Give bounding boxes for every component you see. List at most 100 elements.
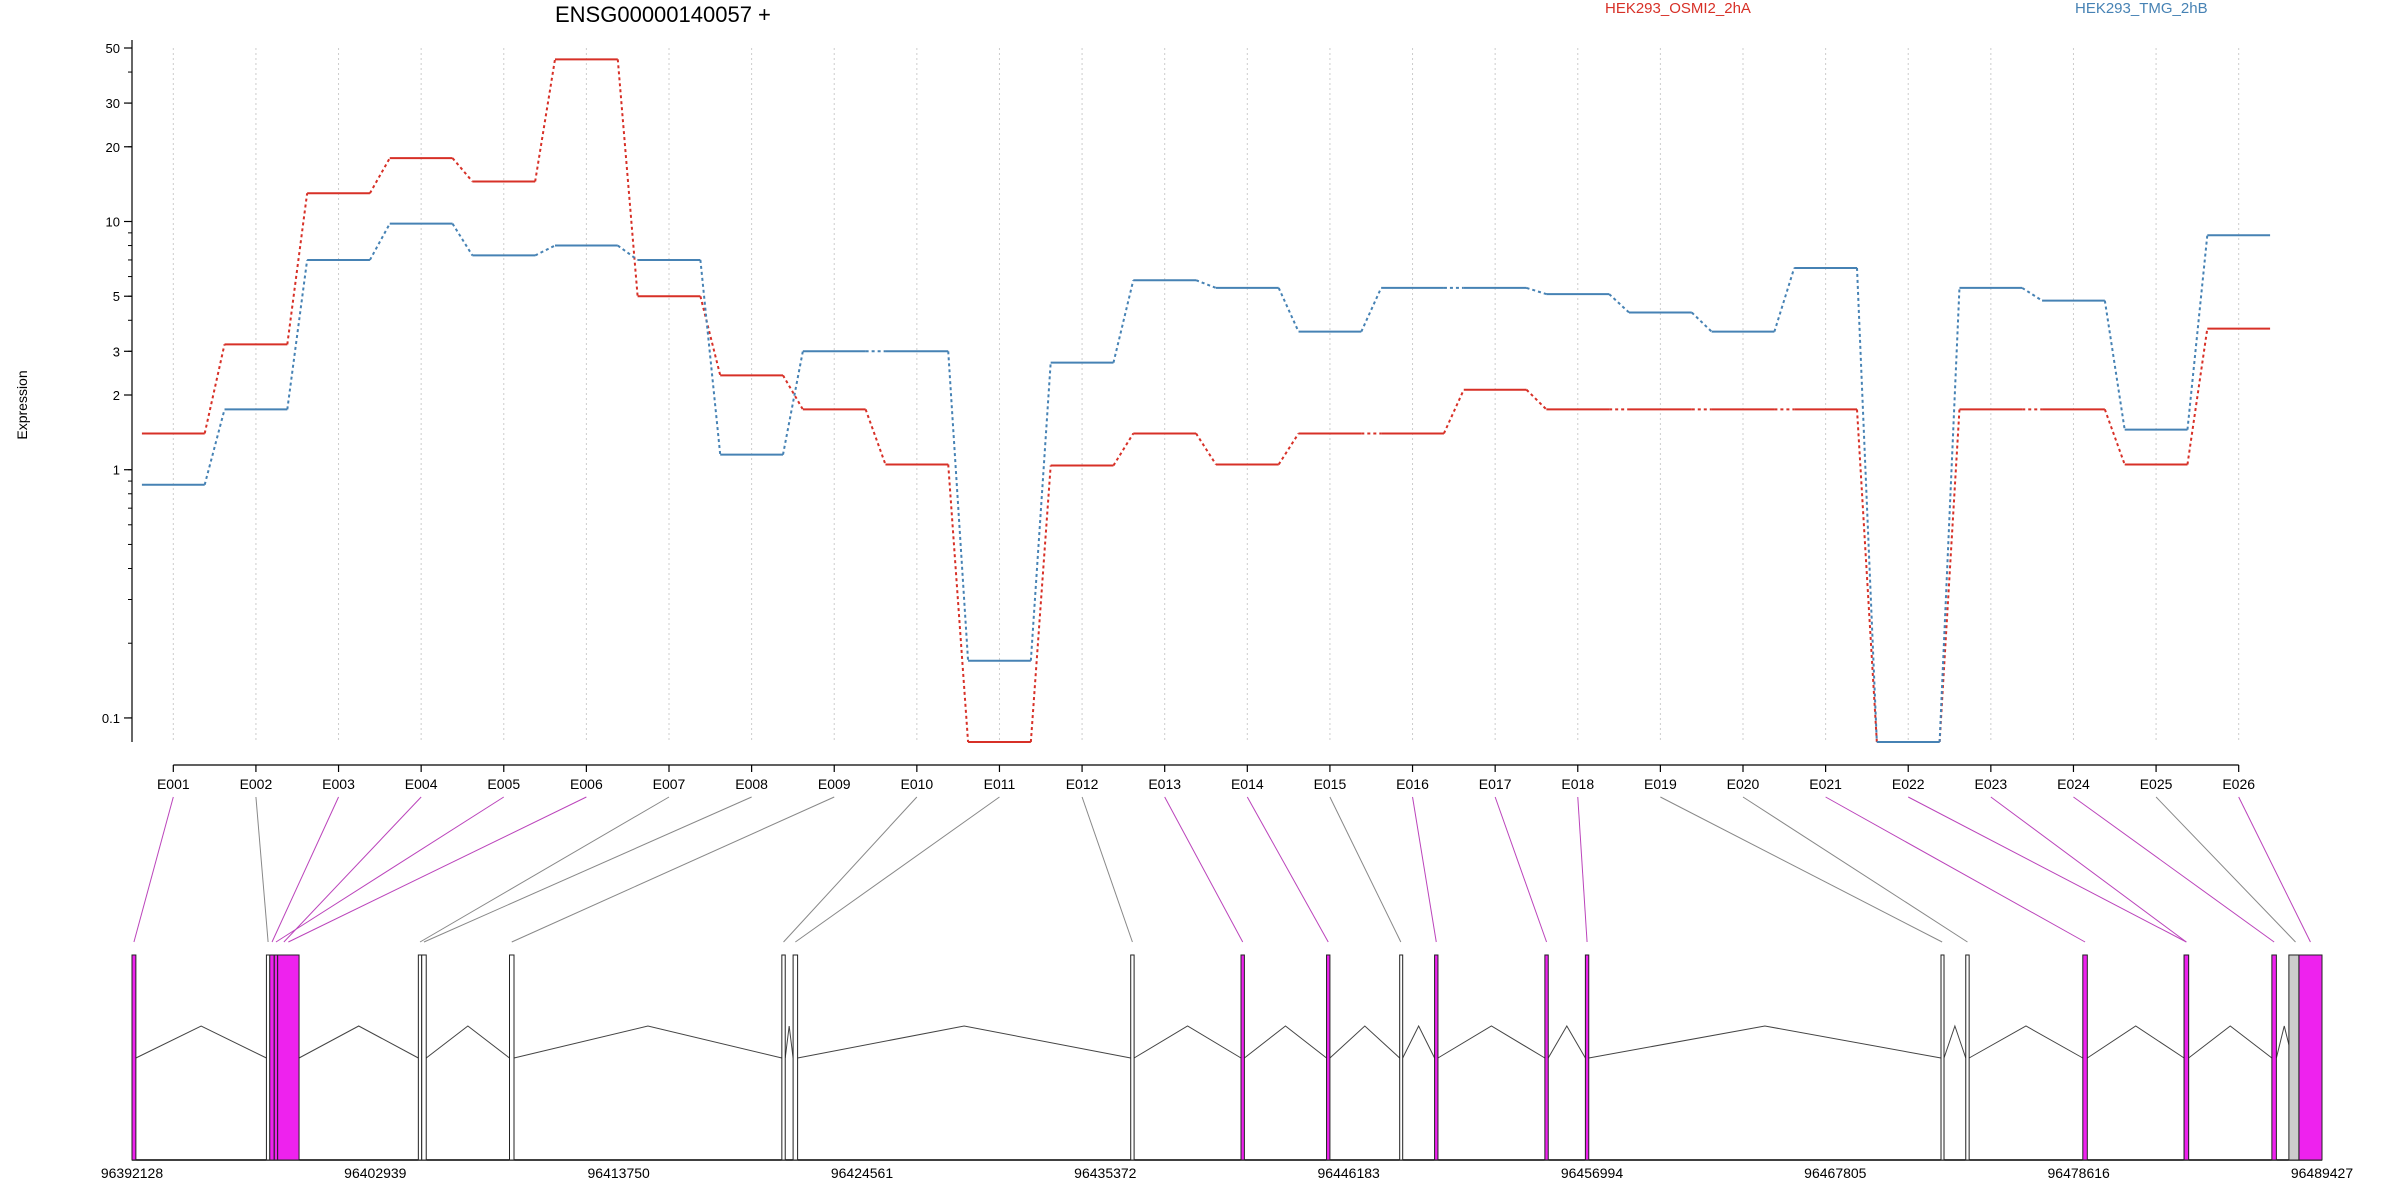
- transition-E013: [1195, 279, 1217, 289]
- x-tick-label-E009: E009: [818, 776, 851, 792]
- exon-box-E023: [2183, 954, 2190, 1161]
- x-tick-label-E014: E014: [1231, 776, 1264, 792]
- exon-box-E003: [269, 954, 275, 1161]
- transition-E008: [782, 374, 804, 410]
- exon-box-E009: [509, 954, 515, 1161]
- transition-E006: [617, 244, 639, 261]
- transition-E025: [2186, 328, 2209, 465]
- axes: 0.1 1 2 3 5 10 20 30 50 E001 E002 E003 E004 E005 E006 E…: [102, 40, 2255, 792]
- intron-line: [1968, 1025, 2084, 1059]
- y-tick-label: 5: [113, 289, 120, 304]
- series-layer: [141, 58, 2271, 743]
- transition-E002: [286, 259, 309, 410]
- exon-box-E002: [265, 954, 271, 1161]
- intron-line: [135, 1025, 267, 1059]
- transition-E019: [1691, 311, 1713, 333]
- intron-line: [1133, 1025, 1242, 1059]
- intron-line: [2087, 1025, 2185, 1059]
- connector-E016: [1412, 796, 1437, 943]
- exon-connector-lines: [133, 796, 2311, 943]
- exon-box-gray: [2288, 954, 2300, 1161]
- connector-E012: [1081, 796, 1133, 943]
- transition-E010: [947, 464, 970, 743]
- transition-E016: [1443, 389, 1465, 434]
- connector-E005: [275, 796, 505, 943]
- transition-E024: [2103, 409, 2126, 465]
- x-tick-label-E026: E026: [2222, 776, 2255, 792]
- x-tick-label-E013: E013: [1148, 776, 1181, 792]
- transition-E001: [203, 409, 226, 485]
- x-tick-label-E018: E018: [1561, 776, 1594, 792]
- transition-E009: [864, 409, 887, 465]
- transition-E004: [451, 157, 474, 183]
- legend-series-tmg: HEK293_TMG_2hB: [2075, 0, 2208, 17]
- connector-E013: [1164, 796, 1244, 943]
- genomic-coordinate-label: 96424561: [831, 1165, 894, 1181]
- connector-E017: [1494, 796, 1548, 943]
- exon-box-E020: [1965, 954, 1970, 1161]
- y-axis-label: Expression: [14, 370, 30, 439]
- connector-E015: [1329, 796, 1402, 943]
- transition-E012: [1112, 432, 1135, 467]
- exon-box-E019: [1940, 954, 1945, 1161]
- x-tick-label-E024: E024: [2057, 776, 2090, 792]
- legend-series-osmi2: HEK293_OSMI2_2hA: [1605, 0, 1751, 17]
- x-tick-label-E015: E015: [1314, 776, 1347, 792]
- y-tick-label: 10: [106, 215, 120, 230]
- intron-line: [1588, 1025, 1942, 1059]
- connector-E004: [283, 796, 422, 943]
- x-tick-label-E010: E010: [900, 776, 933, 792]
- transition-E003: [369, 157, 391, 194]
- y-tick-label: 0.1: [102, 711, 120, 726]
- transition-E006: [616, 59, 639, 297]
- intron-line: [784, 1025, 794, 1059]
- exon-box-E015: [1399, 954, 1404, 1161]
- transition-E022: [1938, 287, 1961, 743]
- intron-line: [2188, 1025, 2273, 1059]
- genomic-coordinate-label: 96435372: [1074, 1165, 1137, 1181]
- genomic-coordinate-label: 96456994: [1561, 1165, 1624, 1181]
- exon-box-E007: [417, 954, 423, 1161]
- intron-line: [425, 1025, 510, 1059]
- transition-E017: [1526, 286, 1547, 296]
- connector-E019: [1660, 796, 1943, 943]
- exon-box-E018: [1584, 954, 1590, 1161]
- transition-E020: [1773, 267, 1796, 332]
- x-tick-label-E012: E012: [1066, 776, 1099, 792]
- exon-box-E014: [1326, 954, 1331, 1161]
- transition-E007: [699, 259, 722, 455]
- connector-E025: [2155, 796, 2296, 943]
- genomic-coordinate-label: 96392128: [101, 1165, 164, 1181]
- genomic-coordinate-label: 96413750: [588, 1165, 651, 1181]
- genomic-coordinate-label: 96467805: [1804, 1165, 1867, 1181]
- transition-E010: [947, 351, 970, 661]
- connector-E008: [423, 796, 752, 943]
- y-tick-label: 50: [106, 41, 120, 56]
- connector-E020: [1742, 796, 1968, 943]
- series-HEK293_OSMI2_2hA: [141, 58, 2271, 743]
- exon-box-E026: [2298, 954, 2323, 1161]
- genomic-coordinate-label: 96489427: [2291, 1165, 2354, 1181]
- x-tick-label-E001: E001: [157, 776, 190, 792]
- x-tick-label-E019: E019: [1644, 776, 1677, 792]
- y-tick-label: 3: [113, 344, 120, 359]
- x-tick-label-E005: E005: [487, 776, 520, 792]
- transition-E023: [2021, 287, 2043, 302]
- genomic-coordinate-label: 96478616: [2048, 1165, 2111, 1181]
- connector-E006: [288, 796, 587, 943]
- exon-box-E016: [1434, 954, 1439, 1161]
- x-tick-label-E011: E011: [984, 776, 1016, 792]
- connector-E009: [511, 796, 835, 943]
- x-tick-label-E025: E025: [2140, 776, 2173, 792]
- connector-E001: [133, 796, 174, 943]
- exon-box-E010: [781, 954, 786, 1161]
- connector-E007: [419, 796, 670, 943]
- transition-E007: [699, 295, 722, 376]
- connector-E026: [2238, 796, 2311, 943]
- y-tick-label: 20: [106, 140, 120, 155]
- exon-box-E001: [131, 954, 137, 1161]
- transition-E017: [1525, 389, 1548, 411]
- exon-box-E006: [277, 954, 300, 1161]
- transition-E021: [1856, 267, 1878, 743]
